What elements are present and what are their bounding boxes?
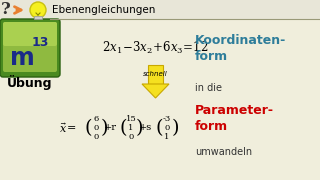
Bar bbox=[34, 16, 42, 19]
Text: in die: in die bbox=[195, 83, 222, 93]
Text: 6: 6 bbox=[93, 115, 99, 123]
Text: +r: +r bbox=[103, 123, 116, 132]
Text: Übung: Übung bbox=[7, 75, 53, 89]
Text: schnell: schnell bbox=[143, 71, 168, 77]
Text: $2x_1\!-\!3x_2\!+\!6x_3\!=\!12$: $2x_1\!-\!3x_2\!+\!6x_3\!=\!12$ bbox=[102, 40, 208, 56]
Bar bbox=[0, 0, 320, 20]
Text: $\vec{x}$: $\vec{x}$ bbox=[59, 121, 67, 135]
Polygon shape bbox=[142, 84, 169, 98]
Text: 0: 0 bbox=[93, 124, 99, 132]
Text: (: ( bbox=[84, 119, 92, 137]
Text: ): ) bbox=[100, 119, 108, 137]
Text: 0: 0 bbox=[164, 124, 170, 132]
Text: Parameter-
form: Parameter- form bbox=[195, 103, 274, 132]
FancyBboxPatch shape bbox=[3, 22, 57, 72]
Text: -3: -3 bbox=[163, 115, 171, 123]
Text: 0: 0 bbox=[93, 133, 99, 141]
Text: Ebenengleichungen: Ebenengleichungen bbox=[52, 5, 156, 15]
Text: 0: 0 bbox=[128, 133, 134, 141]
FancyBboxPatch shape bbox=[0, 19, 60, 77]
Text: 1: 1 bbox=[164, 133, 170, 141]
Text: 15: 15 bbox=[126, 115, 136, 123]
Text: (: ( bbox=[155, 119, 163, 137]
FancyBboxPatch shape bbox=[3, 22, 57, 46]
Text: (: ( bbox=[119, 119, 127, 137]
Text: ): ) bbox=[171, 119, 179, 137]
Text: umwandeln: umwandeln bbox=[195, 147, 252, 157]
Circle shape bbox=[30, 2, 46, 18]
Text: 13: 13 bbox=[31, 35, 49, 48]
Text: m: m bbox=[10, 46, 34, 70]
Text: 1: 1 bbox=[128, 124, 134, 132]
Polygon shape bbox=[148, 65, 163, 84]
Text: ?: ? bbox=[1, 1, 11, 19]
Text: =: = bbox=[67, 123, 77, 133]
Text: Koordinaten-
form: Koordinaten- form bbox=[195, 33, 286, 62]
Text: +s: +s bbox=[140, 123, 153, 132]
Text: ): ) bbox=[135, 119, 143, 137]
